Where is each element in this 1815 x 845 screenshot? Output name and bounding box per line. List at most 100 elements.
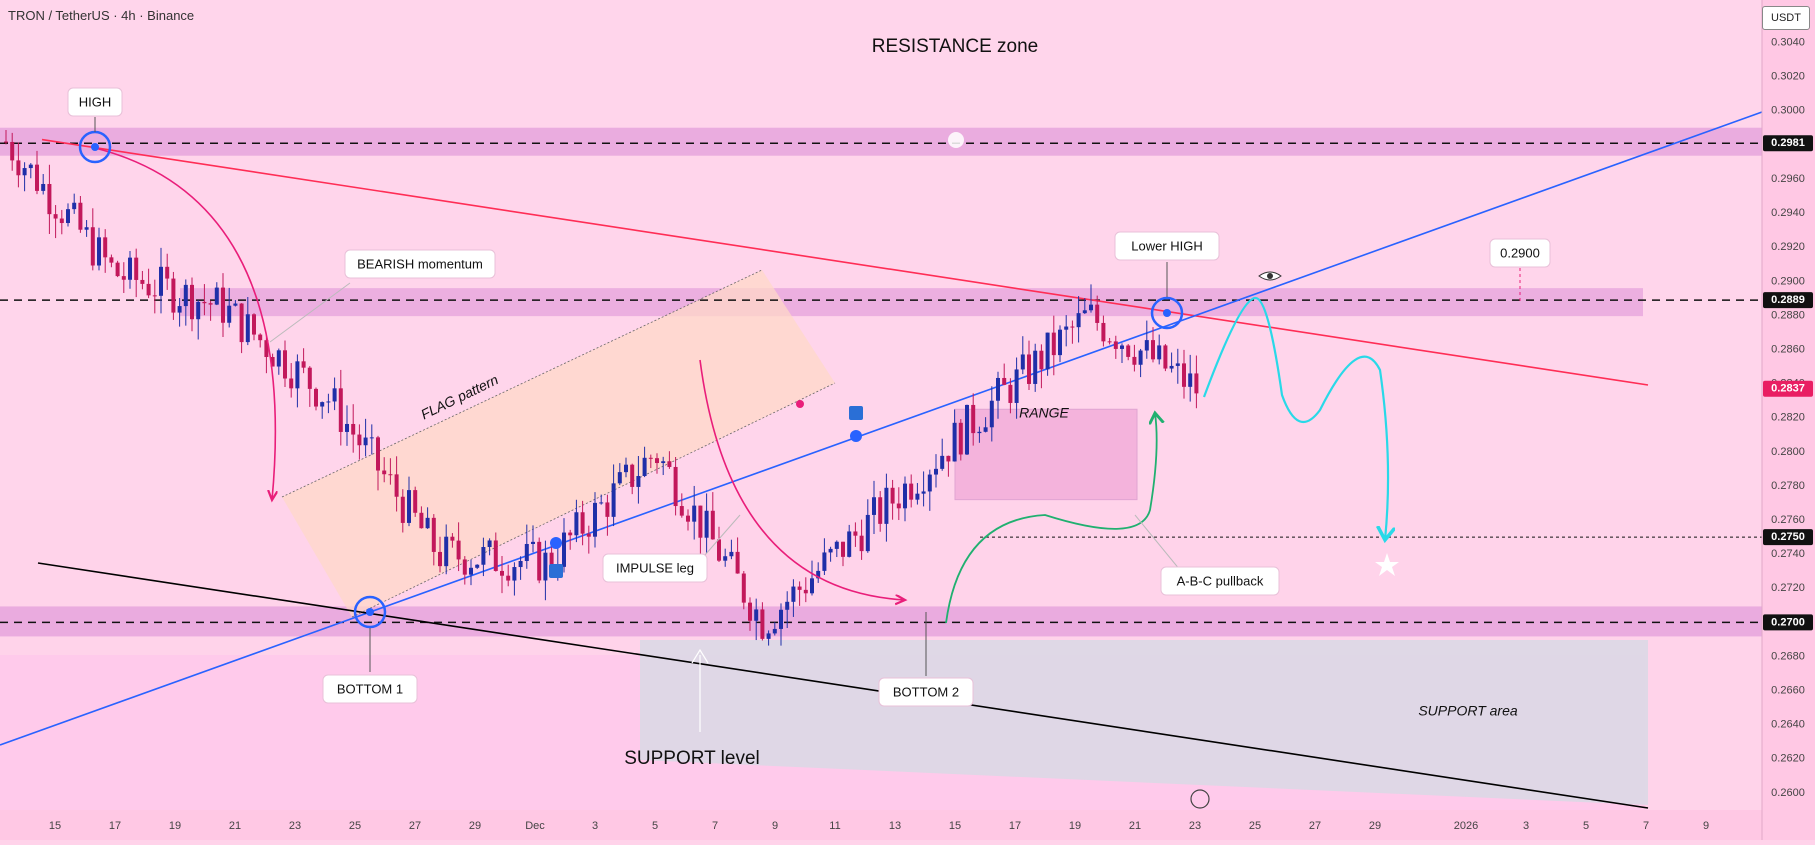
candle	[72, 193, 77, 214]
pivot-dot-1	[366, 608, 374, 616]
candle-body	[295, 361, 300, 389]
candle-body	[803, 589, 808, 594]
candle	[766, 630, 771, 646]
candle	[779, 603, 783, 646]
candle	[692, 485, 697, 540]
flag-upper-line	[281, 269, 763, 498]
candle-body	[952, 422, 957, 462]
candle	[890, 479, 895, 520]
candle	[314, 387, 318, 411]
candle-body	[97, 237, 101, 266]
candle-body	[605, 502, 610, 517]
event-marker-icon[interactable]	[948, 132, 964, 148]
candle	[233, 300, 238, 307]
candle	[159, 247, 163, 314]
candle	[425, 507, 430, 529]
candle	[140, 270, 145, 290]
candle-body	[475, 564, 480, 568]
y-tick-label: 0.2960	[1771, 173, 1805, 185]
candle	[518, 556, 523, 580]
abc-arrow	[945, 413, 1157, 624]
candle	[326, 393, 331, 414]
candle-body	[320, 402, 325, 407]
candle	[53, 205, 58, 239]
candle	[41, 174, 46, 195]
candle-body	[1101, 322, 1106, 342]
pivot-circle-1[interactable]	[353, 595, 387, 629]
candle-body	[233, 303, 238, 306]
y-tick-label: 0.2860	[1771, 343, 1805, 355]
candle	[586, 525, 591, 554]
candle	[667, 451, 672, 469]
candle-body	[1182, 363, 1186, 387]
x-tick-label: 9	[1703, 820, 1709, 832]
candle	[469, 559, 473, 586]
candle-body	[252, 314, 256, 335]
sell-marker-icon[interactable]	[849, 406, 863, 420]
candle	[227, 287, 232, 328]
candle	[686, 509, 690, 531]
candle	[915, 483, 920, 505]
x-tick-label: 27	[1309, 820, 1321, 832]
symbol-title: TRON / TetherUS · 4h · Binance	[8, 8, 195, 23]
candle-body	[1144, 340, 1149, 351]
lower-high-callout[interactable]: Lower HIGH	[1114, 231, 1220, 261]
candle	[400, 489, 405, 533]
buy-marker-icon[interactable]	[549, 564, 563, 578]
target-callout[interactable]: 0.2900	[1489, 238, 1551, 268]
candle	[462, 556, 467, 585]
candle-body	[996, 377, 1000, 401]
currency-button[interactable]: USDT	[1762, 6, 1810, 30]
bottom1-callout-box	[322, 674, 418, 704]
candle	[952, 409, 957, 462]
candle-body	[481, 547, 486, 565]
candle	[896, 487, 901, 521]
candle	[1020, 336, 1025, 375]
high-callout[interactable]: HIGH	[67, 87, 123, 117]
impulse-leg-callout[interactable]: IMPULSE leg	[602, 553, 708, 583]
candle	[1182, 349, 1186, 399]
candle-body	[971, 404, 976, 434]
x-tick-label: 15	[949, 820, 961, 832]
candle	[834, 540, 839, 558]
candle	[1113, 335, 1118, 359]
candle-body	[1120, 345, 1124, 349]
time-axis[interactable]	[0, 810, 1762, 840]
resistance-trendline	[41, 138, 1649, 386]
candle-body	[450, 536, 455, 541]
pivot-circle-2[interactable]	[1150, 296, 1184, 330]
candle	[524, 524, 529, 569]
impulse-arrow	[699, 359, 905, 600]
candle-body	[66, 209, 70, 224]
candle	[78, 195, 83, 233]
candle	[10, 132, 15, 171]
candle	[1163, 344, 1168, 372]
x-tick-label: 15	[49, 820, 61, 832]
lightning-icon[interactable]	[1190, 789, 1210, 809]
candle-body	[586, 533, 591, 537]
candle	[655, 453, 659, 474]
candle	[357, 424, 362, 460]
candle	[407, 476, 411, 527]
candle-body	[791, 586, 796, 602]
candle-body	[438, 551, 442, 567]
candle	[1120, 343, 1124, 363]
bottom2-callout[interactable]: BOTTOM 2	[878, 677, 974, 707]
candle	[252, 313, 256, 341]
y-tick-label: 0.2760	[1771, 514, 1805, 526]
candle-body	[196, 301, 201, 320]
high-callout-box	[67, 87, 123, 117]
candle	[177, 298, 182, 327]
candle	[338, 369, 343, 446]
candle	[264, 334, 269, 374]
bottom1-callout[interactable]: BOTTOM 1	[322, 674, 418, 704]
x-tick-label: 21	[229, 820, 241, 832]
candle	[128, 250, 132, 289]
candle	[1033, 343, 1038, 392]
candle	[183, 279, 188, 326]
abc-pullback-callout[interactable]: A-B-C pullback	[1160, 566, 1280, 596]
y-tick-label: 0.3020	[1771, 71, 1805, 83]
bearish-momentum-callout[interactable]: BEARISH momentum	[344, 249, 496, 279]
